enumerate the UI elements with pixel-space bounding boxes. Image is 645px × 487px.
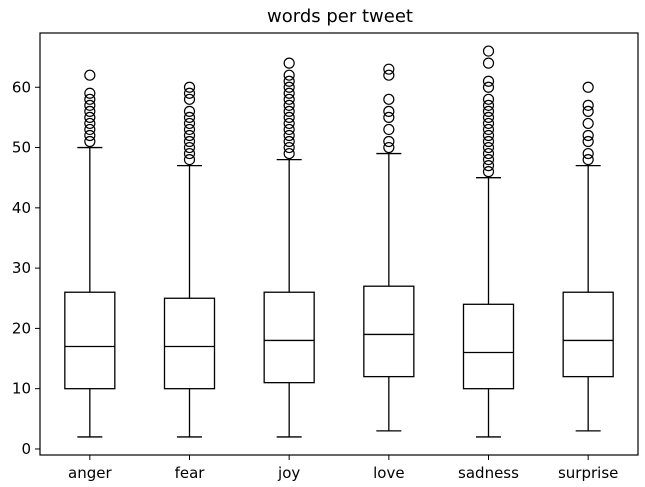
y-tick-label: 60 <box>12 78 31 96</box>
outlier-point <box>283 99 295 111</box>
plot-frame <box>39 32 639 456</box>
outlier-point <box>482 154 495 166</box>
outlier-point <box>84 135 96 148</box>
outlier-point <box>482 147 495 160</box>
outlier-point <box>183 123 196 136</box>
outlier-point <box>482 117 495 130</box>
chart-title: words per tweet <box>267 6 413 27</box>
outlier-point <box>482 111 495 124</box>
outlier-point <box>283 69 295 81</box>
outlier-point <box>482 75 495 87</box>
outlier-point <box>283 123 295 136</box>
outlier-point <box>84 111 96 124</box>
outlier-point <box>482 123 495 136</box>
outlier-point <box>283 117 295 130</box>
outlier-point <box>183 81 196 93</box>
y-tick-label: 40 <box>12 199 31 217</box>
outlier-point <box>582 154 594 166</box>
outlier-point <box>482 135 495 148</box>
outlier-point <box>183 154 196 166</box>
outlier-point <box>383 135 395 148</box>
box-anger <box>64 291 116 390</box>
outlier-point <box>84 117 96 130</box>
outlier-point <box>383 63 395 75</box>
outlier-point <box>482 166 495 178</box>
outlier-point <box>383 69 395 81</box>
outlier-point <box>183 135 196 148</box>
box-love <box>363 285 415 378</box>
outlier-point <box>283 93 295 105</box>
outlier-point <box>582 147 594 160</box>
outlier-point <box>84 69 96 81</box>
outlier-point <box>383 111 395 124</box>
outlier-point <box>183 93 196 105</box>
outlier-point <box>84 123 96 136</box>
outlier-point <box>283 141 295 154</box>
box-joy <box>263 291 315 384</box>
y-tick-label: 10 <box>12 380 31 398</box>
outlier-point <box>582 99 594 111</box>
y-tick-label: 0 <box>21 440 31 458</box>
outlier-point <box>183 87 196 99</box>
outlier-point <box>283 75 295 87</box>
outlier-point <box>482 99 495 111</box>
y-tick-label: 20 <box>12 319 31 337</box>
y-tick-label: 50 <box>12 139 31 157</box>
outlier-point <box>84 87 96 99</box>
outlier-point <box>84 99 96 111</box>
outlier-point <box>482 105 495 117</box>
plot-area: 0 10 20 30 40 50 60 anger fear joy love sadness surp… <box>12 32 639 482</box>
outlier-point <box>283 129 295 142</box>
box-sadness <box>462 303 515 390</box>
outlier-point <box>383 105 395 117</box>
outlier-point <box>383 141 395 154</box>
box-surprise <box>562 291 614 378</box>
outlier-point <box>383 123 395 136</box>
x-tick-label: fear <box>175 464 206 482</box>
outlier-point <box>482 57 495 69</box>
x-tick-label: anger <box>68 464 112 482</box>
outlier-point <box>283 81 295 93</box>
box-fear <box>163 297 216 390</box>
outlier-point <box>283 111 295 124</box>
outlier-point <box>183 111 196 124</box>
outlier-point <box>183 147 196 160</box>
outlier-point <box>183 141 196 154</box>
outlier-point <box>283 147 295 160</box>
outlier-point <box>582 129 594 142</box>
outlier-point <box>84 93 96 105</box>
x-tick-label: love <box>373 464 404 482</box>
outlier-point <box>582 105 594 117</box>
outlier-point <box>183 105 196 117</box>
outlier-point <box>482 81 495 93</box>
outlier-point <box>482 141 495 154</box>
outlier-point <box>482 129 495 142</box>
outlier-point <box>482 160 495 172</box>
outlier-point <box>383 93 395 105</box>
outlier-point <box>582 117 594 130</box>
outlier-point <box>283 135 295 148</box>
outlier-point <box>283 57 295 69</box>
outlier-point <box>283 87 295 99</box>
x-tick-label: joy <box>277 464 300 482</box>
outlier-point <box>582 135 594 148</box>
outlier-point <box>283 105 295 117</box>
outlier-point <box>84 105 96 117</box>
outlier-point <box>183 117 196 130</box>
outlier-point <box>482 93 495 105</box>
outlier-point <box>582 81 594 93</box>
x-tick-label: sadness <box>458 464 519 482</box>
outlier-point <box>183 129 196 142</box>
x-tick-label: surprise <box>558 464 618 482</box>
outlier-point <box>84 129 96 142</box>
y-tick-label: 30 <box>12 259 31 277</box>
outlier-point <box>482 45 495 57</box>
